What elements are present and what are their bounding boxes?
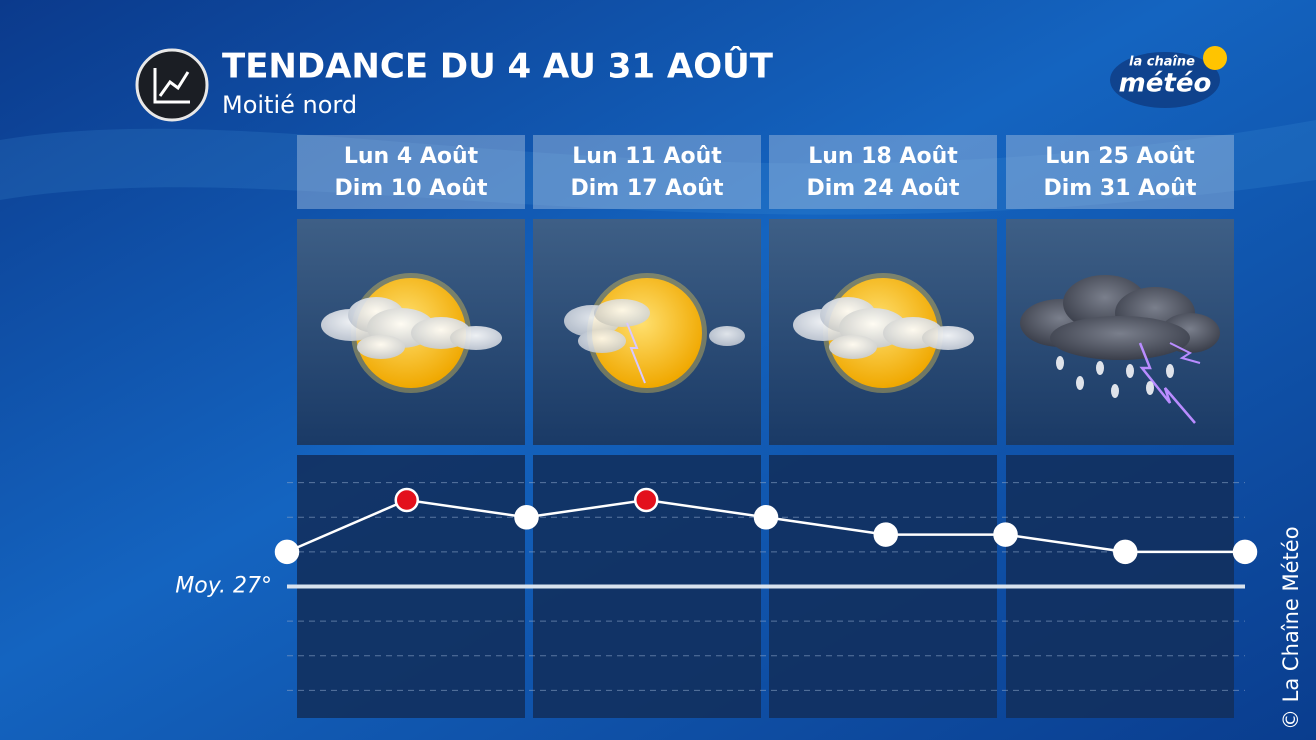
temperature-point <box>274 539 300 565</box>
copyright: © La Chaîne Météo <box>1279 526 1303 730</box>
logo-main: météo <box>1119 69 1212 99</box>
column-header <box>1006 135 1234 209</box>
period-start: Lun 11 Août <box>572 144 722 169</box>
background-swoosh <box>0 120 1316 215</box>
average-label: Moy. 27° <box>175 574 272 599</box>
period-start: Lun 25 Août <box>1045 144 1195 169</box>
column-header <box>769 135 997 209</box>
temperature-point <box>993 522 1018 547</box>
trend-icon <box>135 48 209 122</box>
logo: la chaîne météo <box>1110 46 1227 108</box>
period-start: Lun 18 Août <box>808 144 958 169</box>
subtitle: Moitié nord <box>222 91 357 119</box>
period-end: Dim 31 Août <box>1044 176 1197 201</box>
title: TENDANCE DU 4 AU 31 AOÛT <box>222 46 774 87</box>
period-end: Dim 10 Août <box>335 176 488 201</box>
temperature-point <box>394 487 419 513</box>
column-header <box>297 135 525 209</box>
temperature-point <box>634 487 659 513</box>
temperature-point <box>753 505 779 530</box>
temperature-point <box>873 522 898 547</box>
logo-top: la chaîne <box>1129 55 1195 70</box>
period-end: Dim 24 Août <box>807 176 960 201</box>
period-end: Dim 17 Août <box>571 176 724 201</box>
temperature-point <box>1113 539 1138 565</box>
column-header <box>533 135 761 209</box>
temperature-point <box>514 505 539 530</box>
temperature-point <box>1232 539 1258 565</box>
period-start: Lun 4 Août <box>344 144 479 169</box>
